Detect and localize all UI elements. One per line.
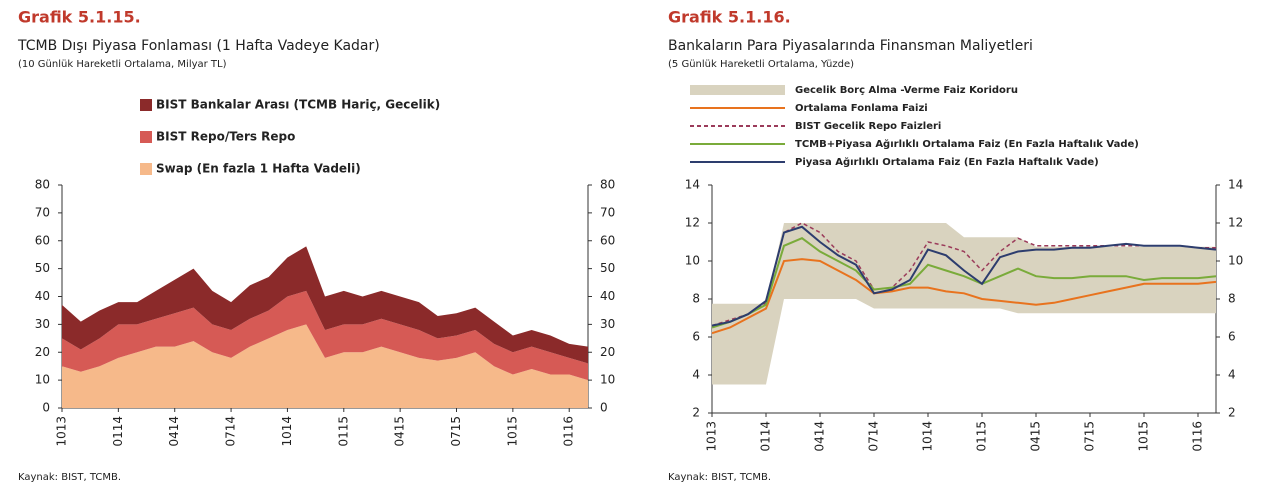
legend-label: BIST Repo/Ters Repo — [156, 130, 295, 144]
legend-label: Ortalama Fonlama Faizi — [795, 103, 928, 114]
x-tick-label: 1014 — [280, 416, 294, 447]
corridor-band — [712, 223, 1216, 385]
y2-tick-label: 10 — [1228, 254, 1243, 268]
legend-label: TCMB+Piyasa Ağırlıklı Ortalama Faiz (En … — [795, 138, 1139, 150]
y-tick-label: 60 — [35, 233, 50, 247]
area — [62, 324, 588, 408]
line — [711, 237, 1217, 329]
y2-tick-label: 6 — [1228, 330, 1236, 344]
y-tick-label: 10 — [35, 373, 50, 387]
y-tick-label: 80 — [35, 178, 50, 192]
legend-swatch — [140, 131, 152, 143]
y-tick-label: 0 — [42, 401, 50, 415]
y-tick-label: 12 — [685, 216, 700, 230]
x-tick-label: 0715 — [449, 416, 463, 447]
y-tick-label: 40 — [35, 289, 50, 303]
legend-label: BIST Bankalar Arası (TCMB Hariç, Gecelik… — [156, 98, 440, 112]
y2-tick-label: 40 — [600, 289, 615, 303]
legend-swatch — [140, 163, 152, 175]
y-tick-label: 70 — [35, 205, 50, 219]
legend-label: Swap (En fazla 1 Hafta Vadeli) — [156, 162, 361, 176]
area — [62, 290, 588, 381]
y-tick-label: 10 — [685, 254, 700, 268]
legend-label: BIST Gecelik Repo Faizleri — [795, 121, 941, 132]
x-tick-label: 1015 — [505, 416, 519, 447]
y-tick-label: 2 — [692, 406, 700, 420]
y2-tick-label: 50 — [600, 261, 615, 275]
y2-tick-label: 80 — [600, 178, 615, 192]
y-tick-label: 4 — [692, 368, 700, 382]
legend-label: Piyasa Ağırlıklı Ortalama Faiz (En Fazla… — [795, 156, 1099, 168]
y2-tick-label: 8 — [1228, 292, 1236, 306]
y-tick-label: 6 — [692, 330, 700, 344]
x-tick-label: 0414 — [813, 421, 827, 452]
x-tick-label: 0415 — [393, 416, 407, 447]
y2-tick-label: 14 — [1228, 178, 1243, 192]
x-tick-label: 0114 — [759, 421, 773, 452]
chart-heading: Grafik 5.1.16. — [668, 8, 791, 27]
chart-subtitle: (10 Günlük Hareketli Ortalama, Milyar TL… — [18, 59, 227, 70]
source: Kaynak: BIST, TCMB. — [18, 472, 121, 483]
y2-tick-label: 10 — [600, 373, 615, 387]
y-tick-label: 14 — [685, 178, 700, 192]
y2-tick-label: 4 — [1228, 368, 1236, 382]
x-tick-label: 0414 — [167, 416, 181, 447]
x-tick-label: 0114 — [111, 416, 125, 447]
x-tick-label: 0415 — [1029, 421, 1043, 452]
legend-label: Gecelik Borç Alma -Verme Faiz Koridoru — [795, 85, 1018, 96]
legend-swatch — [690, 85, 785, 95]
y-tick-label: 30 — [35, 317, 50, 331]
y2-tick-label: 0 — [600, 401, 608, 415]
y-tick-label: 8 — [692, 292, 700, 306]
x-tick-label: 0116 — [1191, 421, 1205, 452]
x-tick-label: 0714 — [224, 416, 238, 447]
y2-tick-label: 2 — [1228, 406, 1236, 420]
line — [711, 222, 1216, 327]
y2-tick-label: 70 — [600, 205, 615, 219]
y2-tick-label: 30 — [600, 317, 615, 331]
y-tick-label: 20 — [35, 345, 50, 359]
chart-subtitle: (5 Günlük Hareketli Ortalama, Yüzde) — [668, 59, 854, 70]
chart-title: Bankaların Para Piyasalarında Finansman … — [668, 38, 1033, 54]
y2-tick-label: 60 — [600, 233, 615, 247]
x-tick-label: 0714 — [867, 421, 881, 452]
y-tick-label: 50 — [35, 261, 50, 275]
y2-tick-label: 20 — [600, 345, 615, 359]
x-tick-label: 0115 — [975, 421, 989, 452]
legend-swatch — [140, 99, 152, 111]
x-tick-label: 0115 — [336, 416, 350, 447]
x-tick-label: 1014 — [921, 421, 935, 452]
chart-title: TCMB Dışı Piyasa Fonlaması (1 Hafta Vade… — [17, 38, 380, 54]
line — [711, 258, 1217, 335]
x-tick-label: 0715 — [1083, 421, 1097, 452]
x-tick-label: 1013 — [55, 416, 69, 447]
line — [711, 225, 1217, 327]
x-tick-label: 0116 — [562, 416, 576, 447]
x-tick-label: 1013 — [705, 421, 719, 452]
chart-heading: Grafik 5.1.15. — [18, 8, 141, 27]
x-tick-label: 1015 — [1137, 421, 1151, 452]
y2-tick-label: 12 — [1228, 216, 1243, 230]
area — [62, 246, 588, 364]
source: Kaynak: BIST, TCMB. — [668, 472, 771, 483]
